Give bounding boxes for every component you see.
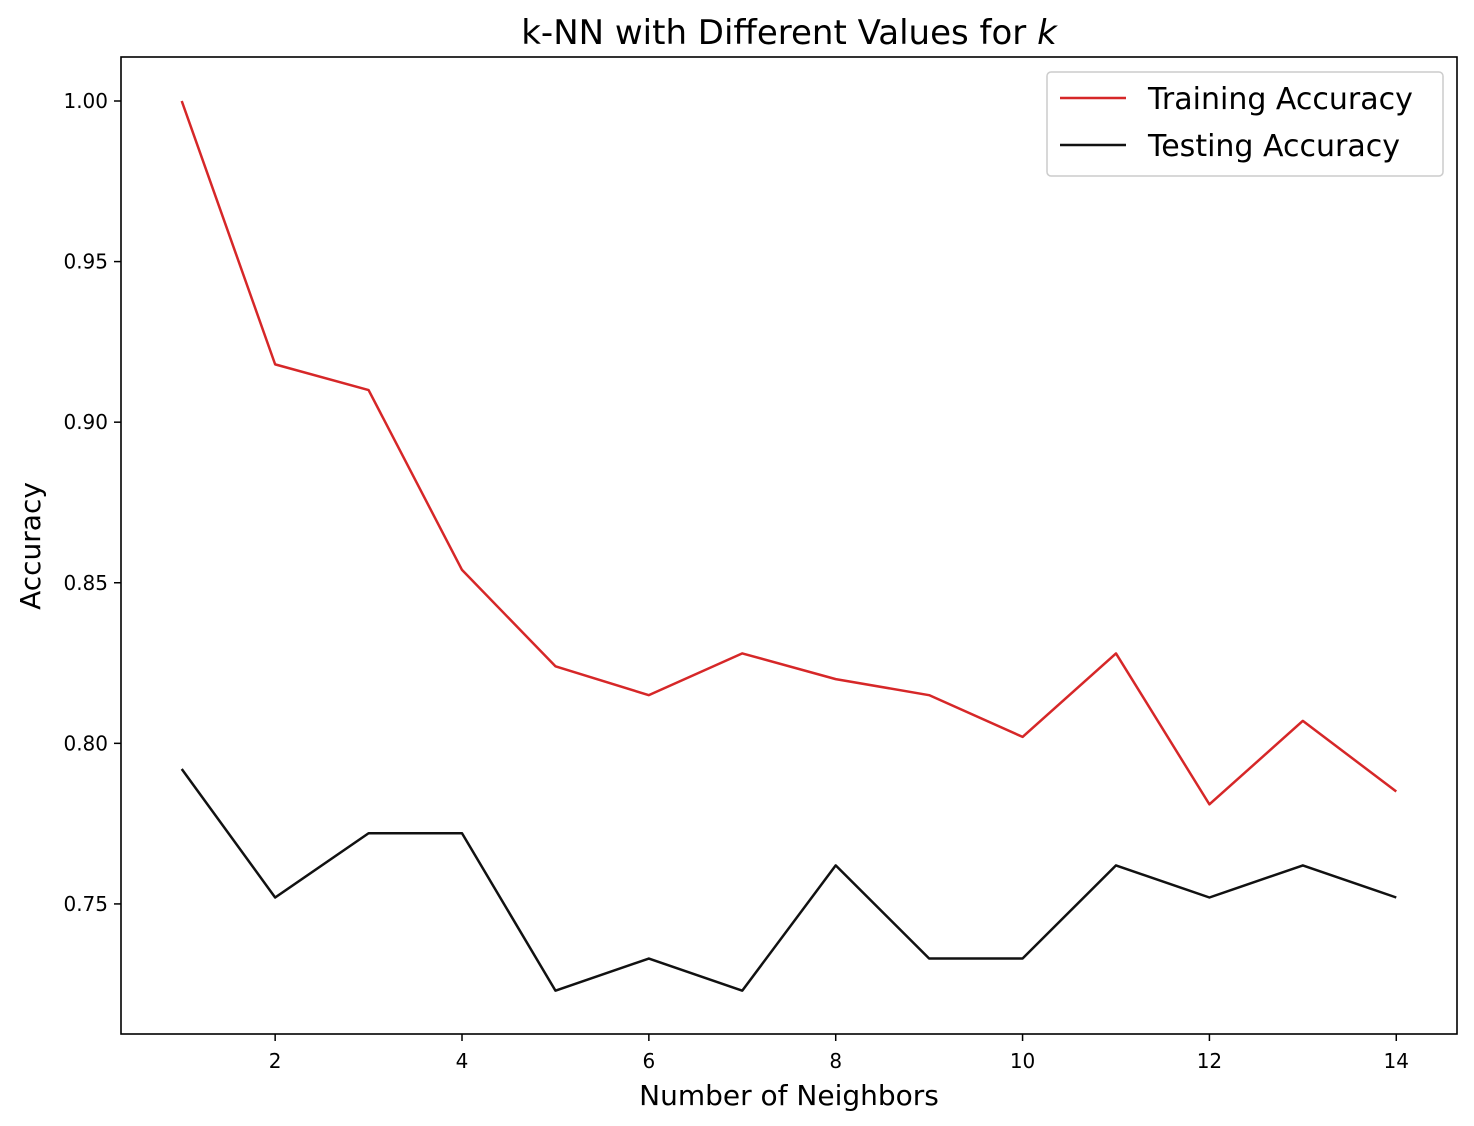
y-tick-label: 0.85 xyxy=(63,571,108,595)
legend-box xyxy=(1046,71,1444,177)
plot-area-frame xyxy=(120,56,1458,1035)
legend: Training Accuracy Testing Accuracy xyxy=(1046,71,1444,177)
y-tick-label: 0.80 xyxy=(63,731,108,755)
x-tick-label: 8 xyxy=(829,1049,842,1073)
y-tick-label: 0.90 xyxy=(63,410,108,434)
y-tick-label: 1.00 xyxy=(63,89,108,113)
x-axis-label: Number of Neighbors xyxy=(639,1079,939,1112)
y-axis-ticks: 0.75 0.80 0.85 0.90 0.95 1.00 xyxy=(63,89,121,916)
series-lines xyxy=(180,100,1398,992)
x-tick-label: 10 xyxy=(1010,1049,1035,1073)
chart-title: k-NN with Different Values for k xyxy=(521,13,1058,53)
legend-label-training: Training Accuracy xyxy=(1147,82,1413,117)
x-tick-label: 4 xyxy=(456,1049,469,1073)
series-line-training-accuracy xyxy=(180,100,1398,806)
x-tick-label: 6 xyxy=(642,1049,655,1073)
legend-label-testing: Testing Accuracy xyxy=(1147,129,1400,164)
x-tick-label: 2 xyxy=(269,1049,282,1073)
chart-title-main: k-NN with Different Values for xyxy=(521,13,1037,53)
chart-title-variable: k xyxy=(1037,13,1058,53)
x-tick-label: 12 xyxy=(1197,1049,1222,1073)
y-axis-label: Accuracy xyxy=(14,482,47,610)
y-tick-label: 0.75 xyxy=(63,892,108,916)
y-tick-label: 0.95 xyxy=(63,250,108,274)
series-line-testing-accuracy xyxy=(180,768,1397,992)
x-axis-ticks: 2 4 6 8 10 12 14 xyxy=(269,1034,1409,1073)
x-tick-label: 14 xyxy=(1384,1049,1409,1073)
